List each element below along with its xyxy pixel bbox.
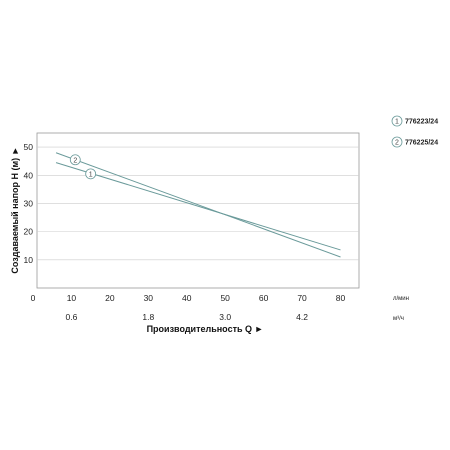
legend-label-2: 776225/24 <box>405 140 438 147</box>
series-line-2 <box>55 152 341 258</box>
x-tick-label: 40 <box>182 293 192 303</box>
x-tick-label: 70 <box>297 293 307 303</box>
series-marker-label: 2 <box>73 157 77 164</box>
legend-marker-1 <box>391 115 403 127</box>
series-markers: 12 <box>69 154 97 180</box>
x-axis-title: Производительность Q ► <box>147 324 264 334</box>
y-tick-label: 20 <box>24 227 34 237</box>
x2-axis-ticks: 0.6 1.8 3.0 4.2 <box>66 312 309 322</box>
legend-label-1: 776223/24 <box>405 119 438 126</box>
series-marker-1 <box>85 168 97 180</box>
x2-axis-unit: м³/ч <box>393 316 404 322</box>
x-axis-unit: л/мин <box>393 296 409 302</box>
x2-tick-label: 4.2 <box>296 312 308 322</box>
y-axis-title: Создаваемый напор H (м) ► <box>10 146 20 273</box>
series-lines <box>55 152 341 258</box>
x-tick-label: 60 <box>259 293 269 303</box>
x2-tick-label: 3.0 <box>219 312 231 322</box>
x2-tick-label: 0.6 <box>66 312 78 322</box>
x-tick-label: 20 <box>105 293 115 303</box>
y-tick-label: 50 <box>24 142 34 152</box>
y-tick-label: 40 <box>24 170 34 180</box>
legend: 1 776223/24 2 776225/24 <box>391 115 438 148</box>
y-tick-label: 10 <box>24 255 34 265</box>
y-axis-ticks: 10 20 30 40 50 <box>24 142 34 265</box>
x-axis-ticks: 0 10 20 30 40 50 60 70 80 <box>31 293 346 303</box>
plot-frame <box>36 132 360 289</box>
x-tick-label: 10 <box>67 293 77 303</box>
x-tick-label: 50 <box>220 293 230 303</box>
x-tick-label: 0 <box>31 293 36 303</box>
x-tick-label: 30 <box>144 293 154 303</box>
legend-marker-2 <box>391 136 403 148</box>
x-tick-label: 80 <box>336 293 346 303</box>
y-tick-label: 30 <box>24 198 34 208</box>
series-line-1 <box>55 162 341 251</box>
series-marker-2 <box>69 154 81 166</box>
x2-tick-label: 1.8 <box>142 312 154 322</box>
legend-marker-label: 1 <box>395 119 399 126</box>
legend-marker-label: 2 <box>395 140 399 147</box>
series-marker-label: 1 <box>89 171 93 178</box>
